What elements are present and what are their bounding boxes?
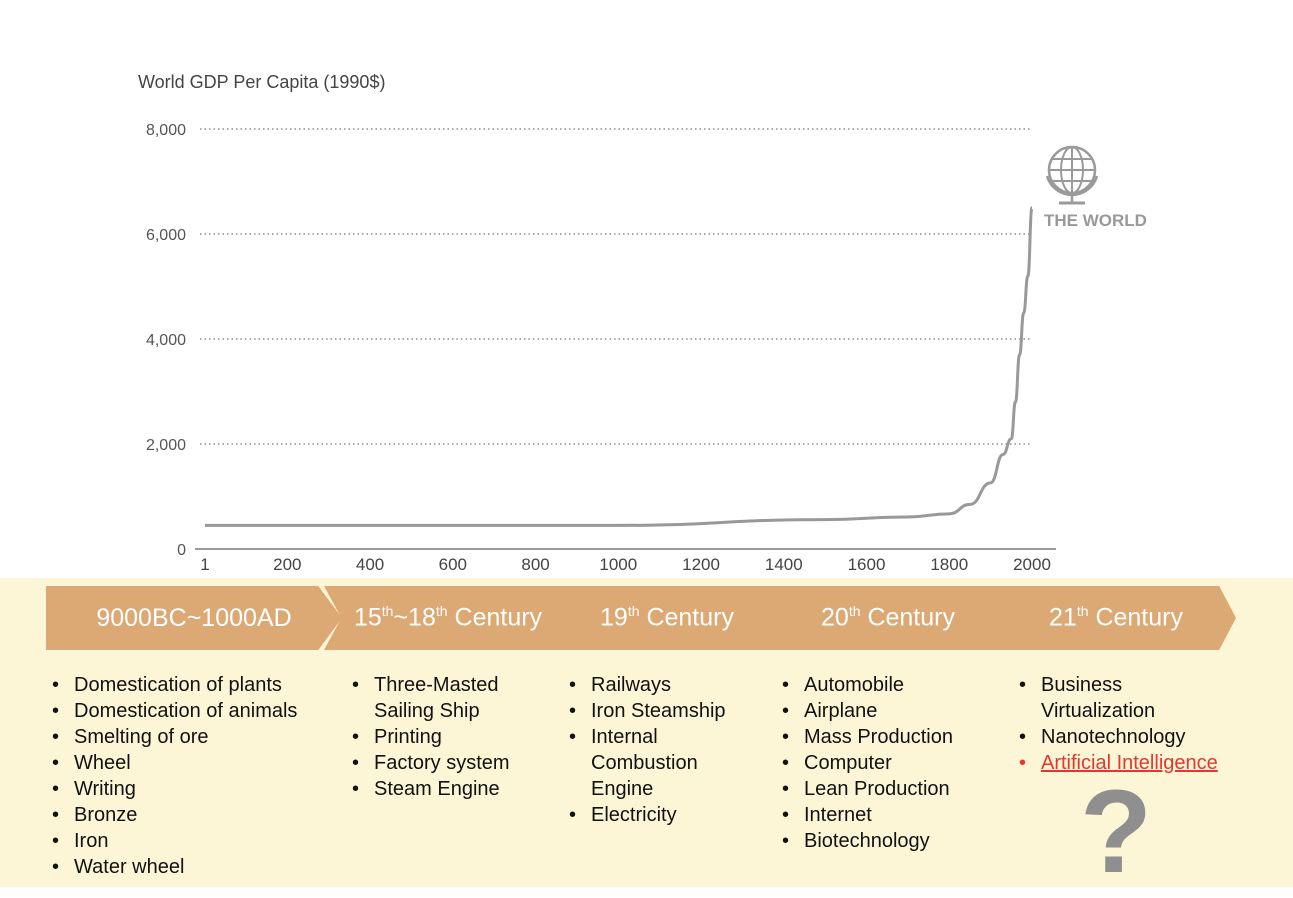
era-chevron: 20th Century bbox=[762, 586, 1014, 650]
era-label: 20th Century bbox=[821, 603, 955, 632]
invention-item: Biotechnology bbox=[782, 828, 997, 854]
x-tick-label: 1 bbox=[200, 555, 209, 574]
era-chevron: 9000BC~1000AD bbox=[46, 586, 342, 650]
invention-item: Computer bbox=[782, 750, 997, 776]
invention-list: Railways Iron Steamship Internal Combust… bbox=[569, 672, 749, 828]
invention-item: Internal Combustion Engine bbox=[569, 724, 749, 802]
invention-item: Writing bbox=[52, 776, 332, 802]
invention-item: Bronze bbox=[52, 802, 332, 828]
era-label: 21th Century bbox=[1049, 603, 1183, 632]
y-tick-label: 2,000 bbox=[146, 437, 186, 454]
invention-item: Automobile bbox=[782, 672, 997, 698]
gdp-chart: World GDP Per Capita (1990$) 0 2,000 4,000… bbox=[138, 72, 1147, 574]
x-tick-label: 1600 bbox=[848, 555, 886, 574]
era-label: 9000BC~1000AD bbox=[96, 603, 292, 632]
invention-list: Automobile Airplane Mass Production Comp… bbox=[782, 672, 997, 854]
timeline: 9000BC~1000AD 15th~18th Century 19th Cen… bbox=[0, 578, 1293, 891]
world-label: THE WORLD bbox=[1044, 211, 1147, 230]
invention-item: Steam Engine bbox=[352, 776, 542, 802]
invention-item: Iron Steamship bbox=[569, 698, 749, 724]
x-tick-label: 1200 bbox=[682, 555, 720, 574]
x-tick-label: 1800 bbox=[930, 555, 968, 574]
x-tick-label: 800 bbox=[521, 555, 549, 574]
y-tick-label: 6,000 bbox=[146, 227, 186, 244]
era-column-2: Three-Masted Sailing Ship Printing Facto… bbox=[352, 672, 542, 802]
x-tick-label: 2000 bbox=[1013, 555, 1051, 574]
x-tick-label: 1400 bbox=[765, 555, 803, 574]
invention-item: Electricity bbox=[569, 802, 749, 828]
era-column-1: Domestication of plants Domestication of… bbox=[52, 672, 332, 880]
invention-list: Business Virtualization Nanotechnology A… bbox=[1019, 672, 1254, 776]
invention-item: Wheel bbox=[52, 750, 332, 776]
invention-item: Three-Masted Sailing Ship bbox=[352, 672, 542, 724]
era-chevron: 21th Century bbox=[996, 586, 1236, 650]
ai-link[interactable]: Artificial Intelligence bbox=[1019, 750, 1254, 776]
era-column-3: Railways Iron Steamship Internal Combust… bbox=[569, 672, 749, 828]
series-line bbox=[205, 206, 1034, 527]
x-tick-label: 200 bbox=[273, 555, 301, 574]
y-tick-label: 8,000 bbox=[146, 122, 186, 139]
globe-icon bbox=[1045, 145, 1099, 205]
invention-item: Domestication of plants bbox=[52, 672, 332, 698]
era-label: 19th Century bbox=[600, 603, 734, 632]
invention-item: Mass Production bbox=[782, 724, 997, 750]
invention-item: Smelting of ore bbox=[52, 724, 332, 750]
question-mark: ? bbox=[1080, 766, 1153, 898]
y-tick-label: 4,000 bbox=[146, 332, 186, 349]
invention-item: Printing bbox=[352, 724, 542, 750]
x-tick-label: 400 bbox=[356, 555, 384, 574]
invention-list: Domestication of plants Domestication of… bbox=[52, 672, 332, 880]
invention-item: Lean Production bbox=[782, 776, 997, 802]
y-tick-label: 0 bbox=[177, 542, 186, 559]
era-column-5: Business Virtualization Nanotechnology A… bbox=[1019, 672, 1254, 776]
chart-title: World GDP Per Capita (1990$) bbox=[138, 72, 385, 92]
invention-item: Internet bbox=[782, 802, 997, 828]
era-chevron: 15th~18th Century bbox=[324, 586, 572, 650]
invention-item: Business Virtualization bbox=[1019, 672, 1191, 724]
x-tick-label: 1000 bbox=[599, 555, 637, 574]
invention-item: Railways bbox=[569, 672, 749, 698]
x-tick-label: 600 bbox=[439, 555, 467, 574]
era-label: 15th~18th Century bbox=[353, 603, 543, 632]
invention-item: Factory system bbox=[352, 750, 542, 776]
invention-item: Nanotechnology bbox=[1019, 724, 1254, 750]
chart-area: World GDP Per Capita (1990$) 0 2,000 4,000… bbox=[138, 72, 1147, 574]
era-chevron: 19th Century bbox=[554, 586, 780, 650]
invention-item: Water wheel bbox=[52, 854, 332, 880]
era-column-4: Automobile Airplane Mass Production Comp… bbox=[782, 672, 997, 854]
era-band: 9000BC~1000AD 15th~18th Century 19th Cen… bbox=[46, 586, 1236, 650]
invention-item: Airplane bbox=[782, 698, 997, 724]
invention-item: Domestication of animals bbox=[52, 698, 332, 724]
invention-list: Three-Masted Sailing Ship Printing Facto… bbox=[352, 672, 542, 802]
invention-item: Iron bbox=[52, 828, 332, 854]
